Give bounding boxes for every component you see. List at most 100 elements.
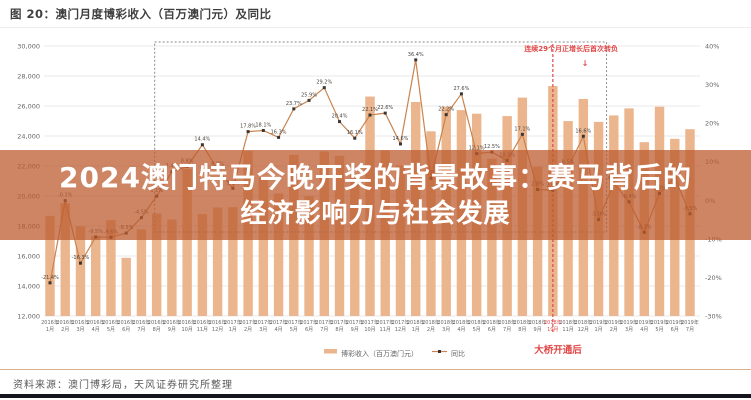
- yoy-value-label: 17.8%: [240, 124, 256, 130]
- x-tick-label: 6月: [488, 327, 496, 333]
- y-axis-label-left: 16,000: [17, 253, 40, 261]
- revenue-bar: [91, 235, 101, 316]
- revenue-bar: [532, 166, 543, 316]
- x-tick-label: 9月: [351, 327, 359, 333]
- revenue-bar: [45, 215, 55, 316]
- x-tick-label: 2018年: [574, 319, 592, 326]
- x-tick-label: 2018年: [468, 319, 486, 326]
- overlay-banner: 2024澳门特马今晚开奖的背景故事：赛马背后的 经济影响力与社会发展: [0, 150, 751, 240]
- yoy-value-label: 27.6%: [453, 86, 469, 92]
- x-tick-label: 3月: [625, 327, 633, 333]
- x-tick-label: 11月: [380, 327, 391, 333]
- y-axis-label-right: 40%: [705, 43, 719, 51]
- revenue-bar: [395, 165, 406, 316]
- yoy-point: [48, 281, 52, 285]
- x-tick-label: 2016年: [87, 319, 105, 326]
- yoy-point: [307, 98, 311, 102]
- x-tick-label: 2016年: [209, 319, 227, 326]
- x-tick-label: 2019年: [681, 319, 699, 326]
- yoy-value-label: 12.5%: [484, 144, 500, 150]
- yoy-value-label: 16.1%: [347, 130, 363, 136]
- x-tick-label: 2018年: [544, 319, 562, 326]
- yoy-value-label: 14.4%: [194, 137, 210, 143]
- legend-line-label: 同比: [451, 349, 465, 358]
- revenue-bar: [350, 174, 360, 316]
- x-tick-label: 2017年: [285, 319, 303, 326]
- x-tick-label: 2017年: [300, 319, 318, 326]
- x-tick-label: 2016年: [163, 319, 181, 326]
- bottom-border: [0, 394, 751, 398]
- x-tick-label: 11月: [197, 327, 208, 333]
- x-tick-label: 10月: [181, 327, 192, 333]
- x-tick-label: 2018年: [437, 319, 455, 326]
- legend-bar-swatch: [324, 349, 337, 354]
- x-tick-label: 2016年: [102, 319, 120, 326]
- x-tick-label: 2019年: [651, 319, 669, 326]
- x-tick-label: 2018年: [453, 319, 471, 326]
- x-tick-label: 9月: [534, 327, 542, 333]
- x-tick-label: 6月: [671, 327, 679, 333]
- title-divider: [0, 27, 751, 28]
- revenue-bar: [60, 203, 70, 316]
- yoy-value-label: 25.9%: [301, 92, 317, 98]
- x-tick-label: 2017年: [254, 319, 272, 326]
- y-axis-label-right: 20%: [705, 120, 719, 128]
- x-tick-label: 1月: [229, 327, 237, 333]
- revenue-bar: [167, 219, 177, 316]
- yoy-point: [78, 261, 82, 265]
- yoy-point: [322, 86, 326, 90]
- x-tick-label: 2017年: [331, 319, 349, 326]
- x-tick-label: 5月: [290, 327, 298, 333]
- yoy-value-label: -16.3%: [72, 255, 90, 261]
- streak-note-label: 连续29个月正增长后首次转负: [524, 44, 618, 53]
- revenue-bar: [136, 229, 147, 316]
- x-tick-label: 6月: [122, 327, 130, 333]
- revenue-bar: [212, 207, 223, 316]
- x-tick-label: 2016年: [72, 319, 90, 326]
- x-tick-label: 2017年: [239, 319, 257, 326]
- positive-streak-box: [154, 41, 608, 233]
- revenue-bar: [197, 214, 208, 316]
- x-tick-label: 2016年: [117, 319, 135, 326]
- x-tick-label: 3月: [442, 327, 450, 333]
- x-tick-label: 2017年: [346, 319, 364, 326]
- x-tick-label: 2017年: [361, 319, 379, 326]
- x-tick-label: 5月: [655, 327, 663, 333]
- yoy-value-label: 18.1%: [255, 122, 271, 128]
- revenue-bar: [182, 168, 192, 316]
- y-axis-label-right: -30%: [705, 313, 722, 321]
- yoy-value-label: 12.1%: [469, 146, 485, 152]
- yoy-point: [368, 113, 372, 117]
- yoy-value-label: 23.7%: [286, 101, 302, 107]
- y-axis-label-left: 24,000: [17, 133, 40, 141]
- x-tick-label: 2019年: [666, 319, 684, 326]
- x-tick-label: 4月: [457, 327, 465, 333]
- y-axis-label-left: 26,000: [17, 103, 40, 111]
- yoy-value-label: 36.4%: [408, 52, 424, 58]
- yoy-value-label: 16.3%: [271, 129, 287, 135]
- yoy-point: [581, 134, 585, 138]
- yoy-point: [444, 113, 448, 117]
- x-tick-label: 2017年: [270, 319, 288, 326]
- yoy-point: [338, 120, 342, 124]
- x-tick-label: 4月: [640, 327, 648, 333]
- x-tick-label: 9月: [168, 327, 176, 333]
- y-axis-label-left: 28,000: [17, 73, 40, 81]
- revenue-bar: [304, 196, 314, 316]
- x-tick-label: 3月: [259, 327, 267, 333]
- x-tick-label: 2月: [427, 327, 435, 333]
- x-tick-label: 2019年: [620, 319, 638, 326]
- overlay-headline-line2: 经济影响力与社会发展: [240, 199, 511, 229]
- streak-arrow: ↓: [582, 59, 589, 68]
- x-tick-label: 11月: [562, 327, 573, 333]
- x-tick-label: 2018年: [498, 319, 516, 326]
- yoy-value-label: 22.2%: [438, 107, 454, 113]
- x-tick-label: 2016年: [133, 319, 151, 326]
- bridge-open-label: 大桥开通后: [534, 344, 582, 356]
- yoy-value-label: 22.6%: [377, 105, 393, 111]
- x-tick-label: 2月: [244, 327, 252, 333]
- x-tick-label: 1月: [46, 327, 54, 333]
- yoy-point: [414, 58, 418, 62]
- x-tick-label: 8月: [153, 327, 161, 333]
